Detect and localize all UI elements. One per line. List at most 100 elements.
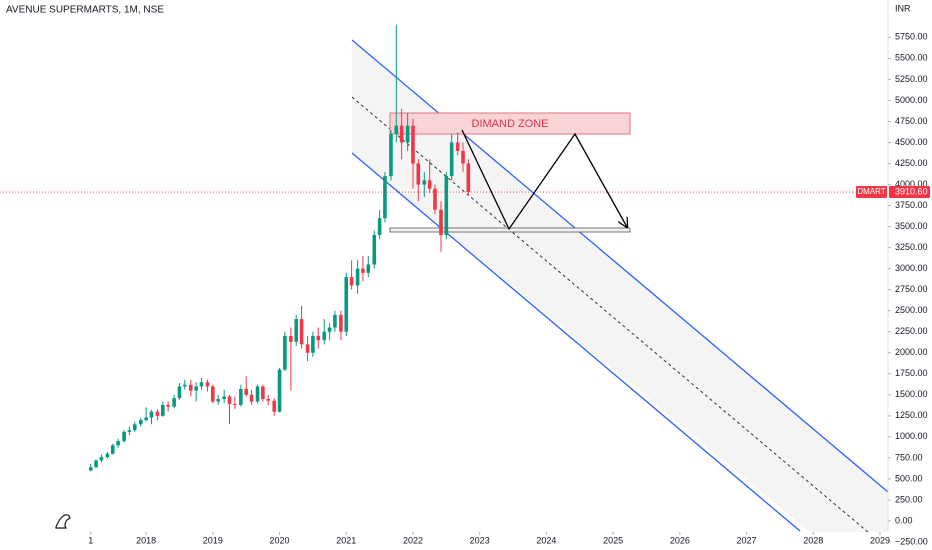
candle-body (466, 163, 471, 193)
candle-body (361, 268, 365, 273)
candle-body (294, 319, 299, 342)
candle-body (322, 331, 327, 341)
price-label: 3910.60 (895, 186, 928, 196)
candle-body (244, 388, 248, 395)
x-tick-label: 2019 (203, 535, 223, 545)
symbol-tag (856, 186, 887, 199)
candle-body (339, 314, 343, 332)
logo (55, 514, 71, 529)
y-tick-label: 2500.00 (895, 305, 928, 315)
candle-body (461, 150, 465, 164)
candle-body (439, 209, 443, 236)
candle-body (372, 235, 377, 265)
channel-fill (352, 40, 888, 532)
candle-body (205, 382, 210, 387)
x-tick-label: 2029 (870, 535, 890, 545)
candle-body (166, 404, 170, 407)
y-tick-label: 4500.00 (895, 137, 928, 147)
symbol-label: DMART (857, 187, 885, 196)
candle-body (366, 264, 371, 273)
candle-body (444, 176, 449, 236)
zone-label: DIMAND ZONE (472, 118, 549, 130)
candle-body (189, 384, 193, 391)
candle-body (394, 125, 399, 135)
candle-body (127, 430, 132, 432)
x-tick-label: 2020 (270, 535, 290, 545)
y-tick-label: 4750.00 (895, 116, 928, 126)
candle-body (160, 404, 165, 416)
currency: INR (895, 3, 911, 13)
candle-body (316, 335, 321, 341)
drawings (351, 39, 888, 532)
candle-body (283, 335, 287, 370)
candle-body (239, 388, 243, 405)
x-tick-label: 2025 (603, 535, 623, 545)
candle-body (377, 218, 382, 236)
y-tick-label: 3250.00 (895, 242, 928, 252)
candle-body (222, 396, 226, 400)
chart-title: AVENUE SUPERMARTS, 1M, NSE (6, 5, 164, 16)
candle-body (149, 411, 154, 418)
channel-lower (351, 152, 801, 532)
candle-body (99, 457, 104, 461)
candle-body (422, 180, 427, 185)
candle-body (427, 180, 432, 189)
candle-body (327, 327, 332, 332)
candle-body (455, 142, 460, 151)
candle-body (172, 398, 176, 407)
candle-body (344, 277, 349, 332)
y-tick-label: 5500.00 (895, 53, 928, 63)
y-tick-label: 5000.00 (895, 95, 928, 105)
price-tag (889, 186, 930, 199)
x-tick-label: 2018 (136, 535, 156, 545)
candle-body (416, 163, 421, 185)
candle-body (132, 424, 137, 431)
candles (0, 24, 888, 472)
candle-body (299, 319, 304, 345)
candle-body (105, 453, 110, 458)
candle-body (138, 420, 143, 425)
candle-body (249, 394, 254, 402)
candle-body (289, 335, 293, 342)
channel-mid (351, 96, 869, 532)
x-tick-label: 2023 (470, 535, 490, 545)
y-tick-label: 2000.00 (895, 347, 928, 357)
candle-body (261, 386, 265, 400)
projection-path (461, 129, 627, 231)
y-tick-label: 5750.00 (895, 32, 928, 42)
candle-body (411, 125, 415, 164)
candle-body (122, 431, 126, 442)
y-tick-label: 3000.00 (895, 263, 928, 273)
candle-body (227, 396, 232, 405)
candle-body (389, 134, 393, 177)
candle-body (88, 467, 93, 471)
y-tick-label: 0.00 (895, 515, 913, 525)
x-tick-label: 2026 (670, 535, 690, 545)
candle-body (216, 399, 220, 402)
candle-body (94, 460, 98, 468)
candle-body (155, 411, 160, 416)
x-tick-label: 2024 (536, 535, 556, 545)
y-tick-label: 3750.00 (895, 200, 928, 210)
candle-body (349, 277, 354, 286)
price-axis-bg (888, 0, 932, 550)
y-tick-label: 2250.00 (895, 326, 928, 336)
candle-body (333, 314, 337, 328)
candle-body (266, 399, 271, 401)
candle-body (233, 404, 237, 406)
y-tick-label: 3500.00 (895, 221, 928, 231)
y-tick-label: 4250.00 (895, 158, 928, 168)
y-tick-label: 750.00 (895, 452, 923, 462)
candle-body (144, 417, 148, 421)
y-tick-label: 5250.00 (895, 74, 928, 84)
y-tick-label: 4000.00 (895, 179, 928, 189)
x-tick-label: 2027 (737, 535, 757, 545)
candle-body (177, 386, 182, 399)
candle-body (211, 386, 215, 402)
candle-body (305, 344, 310, 353)
y-tick-label: −250.00 (895, 536, 928, 546)
overlay: DIMAND ZONE AVENUE SUPERMARTS, 1M, NSE (6, 5, 627, 231)
y-tick-label: 250.00 (895, 494, 923, 504)
candle-body (399, 125, 404, 143)
